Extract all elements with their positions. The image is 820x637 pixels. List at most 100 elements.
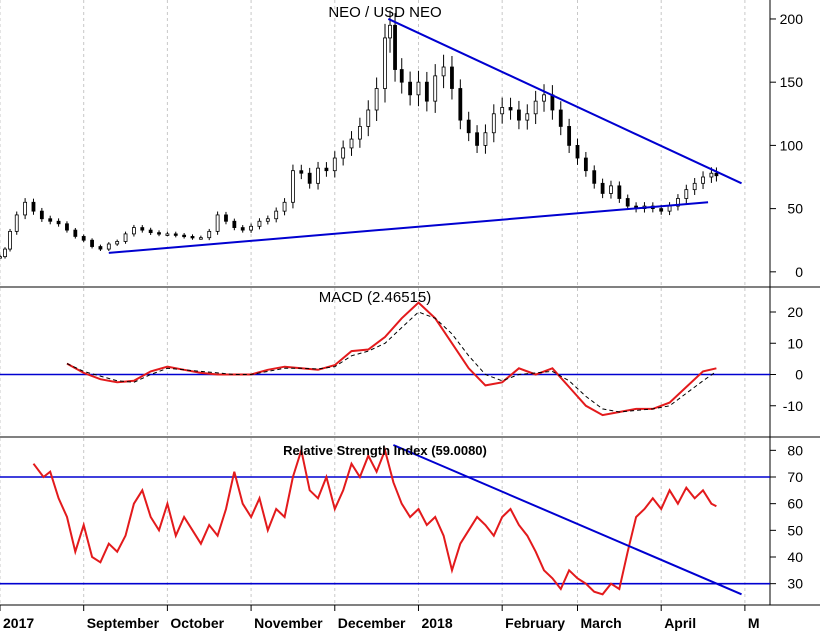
price-candle-body	[525, 113, 530, 121]
price-candle-body	[31, 201, 36, 212]
x-tick-label: 2018	[421, 615, 452, 631]
price-candle-body	[165, 233, 170, 236]
price-candle-body	[98, 246, 103, 250]
price-candle-body	[483, 132, 488, 146]
price-candle-body	[542, 94, 546, 102]
y-tick-label: 50	[787, 522, 803, 538]
x-tick-label: 2017	[3, 615, 34, 631]
price-candle-body	[198, 237, 203, 240]
y-tick-label: 200	[780, 11, 804, 27]
price-candle-body	[508, 107, 513, 111]
price-candle-body	[659, 208, 664, 212]
price-candle-body	[240, 227, 245, 231]
price-candle-body	[23, 201, 28, 216]
price-candle-body	[491, 113, 496, 134]
price-candle-body	[123, 233, 128, 242]
price-candle-body	[667, 205, 672, 212]
price-candle-body	[73, 229, 78, 237]
x-tick-label: March	[581, 615, 622, 631]
price-panel-title: NEO / USD NEO	[328, 4, 441, 21]
y-tick-label: 50	[787, 201, 803, 217]
price-candle-body	[450, 66, 454, 89]
price-candle-body	[265, 218, 270, 222]
x-tick-label: October	[170, 615, 224, 631]
price-candle-body	[349, 138, 354, 149]
y-tick-label: 10	[787, 335, 803, 351]
rsi-line	[32, 446, 717, 596]
price-candle-body	[90, 239, 94, 247]
y-tick-label: 70	[787, 469, 803, 485]
x-tick-label: September	[87, 615, 160, 631]
price-candle-body	[207, 230, 212, 239]
price-candle-body	[0, 256, 2, 259]
price-candle-body	[274, 210, 279, 220]
price-series	[0, 10, 719, 259]
price-candle-body	[684, 189, 689, 199]
x-tick-label: December	[338, 615, 406, 631]
y-tick-label: 150	[780, 74, 804, 90]
price-candle-body	[441, 66, 446, 77]
price-candle-body	[701, 176, 705, 184]
price-candle-body	[106, 243, 111, 250]
x-tick-label: February	[505, 615, 565, 631]
price-candle-body	[157, 232, 161, 235]
price-candle-body	[332, 157, 337, 172]
price-candle-body	[500, 107, 505, 115]
price-candle-body	[14, 214, 19, 232]
panels-layer	[0, 10, 770, 596]
price-candle-body	[48, 218, 53, 222]
price-candle-body	[257, 220, 262, 227]
price-candle-body	[399, 69, 404, 83]
macd-signal-line	[66, 311, 717, 413]
rsi-trendline	[392, 444, 742, 596]
price-candle-body	[517, 109, 521, 121]
price-candle-body	[625, 198, 630, 207]
price-candle-body	[466, 119, 471, 134]
price-candle-body	[224, 214, 228, 222]
price-candle-body	[81, 236, 86, 241]
price-candle-body	[148, 229, 153, 234]
price-candle-body	[475, 132, 479, 146]
price-candle-body	[8, 230, 12, 250]
y-tick-label: 20	[787, 304, 803, 320]
price-candle-body	[182, 234, 187, 238]
price-candle-body	[416, 81, 421, 96]
price-candle-body	[65, 223, 69, 231]
price-candle-body	[307, 172, 312, 184]
grid-layer: 0 50 100 150 200 -10 0 10 20 30 40 50 60 70 80	[0, 0, 820, 606]
price-candle-body	[583, 157, 588, 172]
price-candle-body	[299, 170, 304, 174]
price-candle-body	[600, 182, 605, 194]
price-candle-body	[39, 210, 44, 220]
y-tick-label: -10	[783, 398, 803, 414]
macd-line	[66, 301, 717, 417]
price-candle-body	[357, 126, 362, 140]
y-tick-label: 40	[787, 549, 803, 565]
price-candle-body	[190, 236, 195, 239]
y-tick-label: 80	[787, 442, 803, 458]
price-candle-body	[140, 227, 145, 231]
price-candle-body	[408, 81, 413, 96]
price-candle-body	[458, 88, 463, 121]
x-tick-label: M	[748, 615, 760, 631]
rsi-panel-title: Relative Strength Index (59.0080)	[283, 443, 487, 458]
price-candle-body	[709, 172, 714, 178]
price-candle-body	[232, 220, 237, 228]
price-candle-body	[714, 172, 719, 177]
y-tick-label: 0	[795, 264, 803, 280]
price-candle-body	[424, 81, 429, 102]
price-candle-body	[393, 24, 397, 70]
x-axis: 2017 September October November December 2018…	[0, 605, 760, 631]
price-trendline	[387, 18, 742, 185]
price-candle-body	[692, 182, 697, 191]
price-candle-body	[388, 24, 392, 39]
price-candle-body	[324, 167, 329, 172]
price-candle-body	[575, 144, 580, 159]
price-candle-body	[567, 126, 572, 146]
price-candle-body	[291, 170, 295, 203]
price-candle-body	[132, 227, 136, 235]
x-tick-label: November	[254, 615, 323, 631]
price-candle-body	[617, 185, 622, 199]
